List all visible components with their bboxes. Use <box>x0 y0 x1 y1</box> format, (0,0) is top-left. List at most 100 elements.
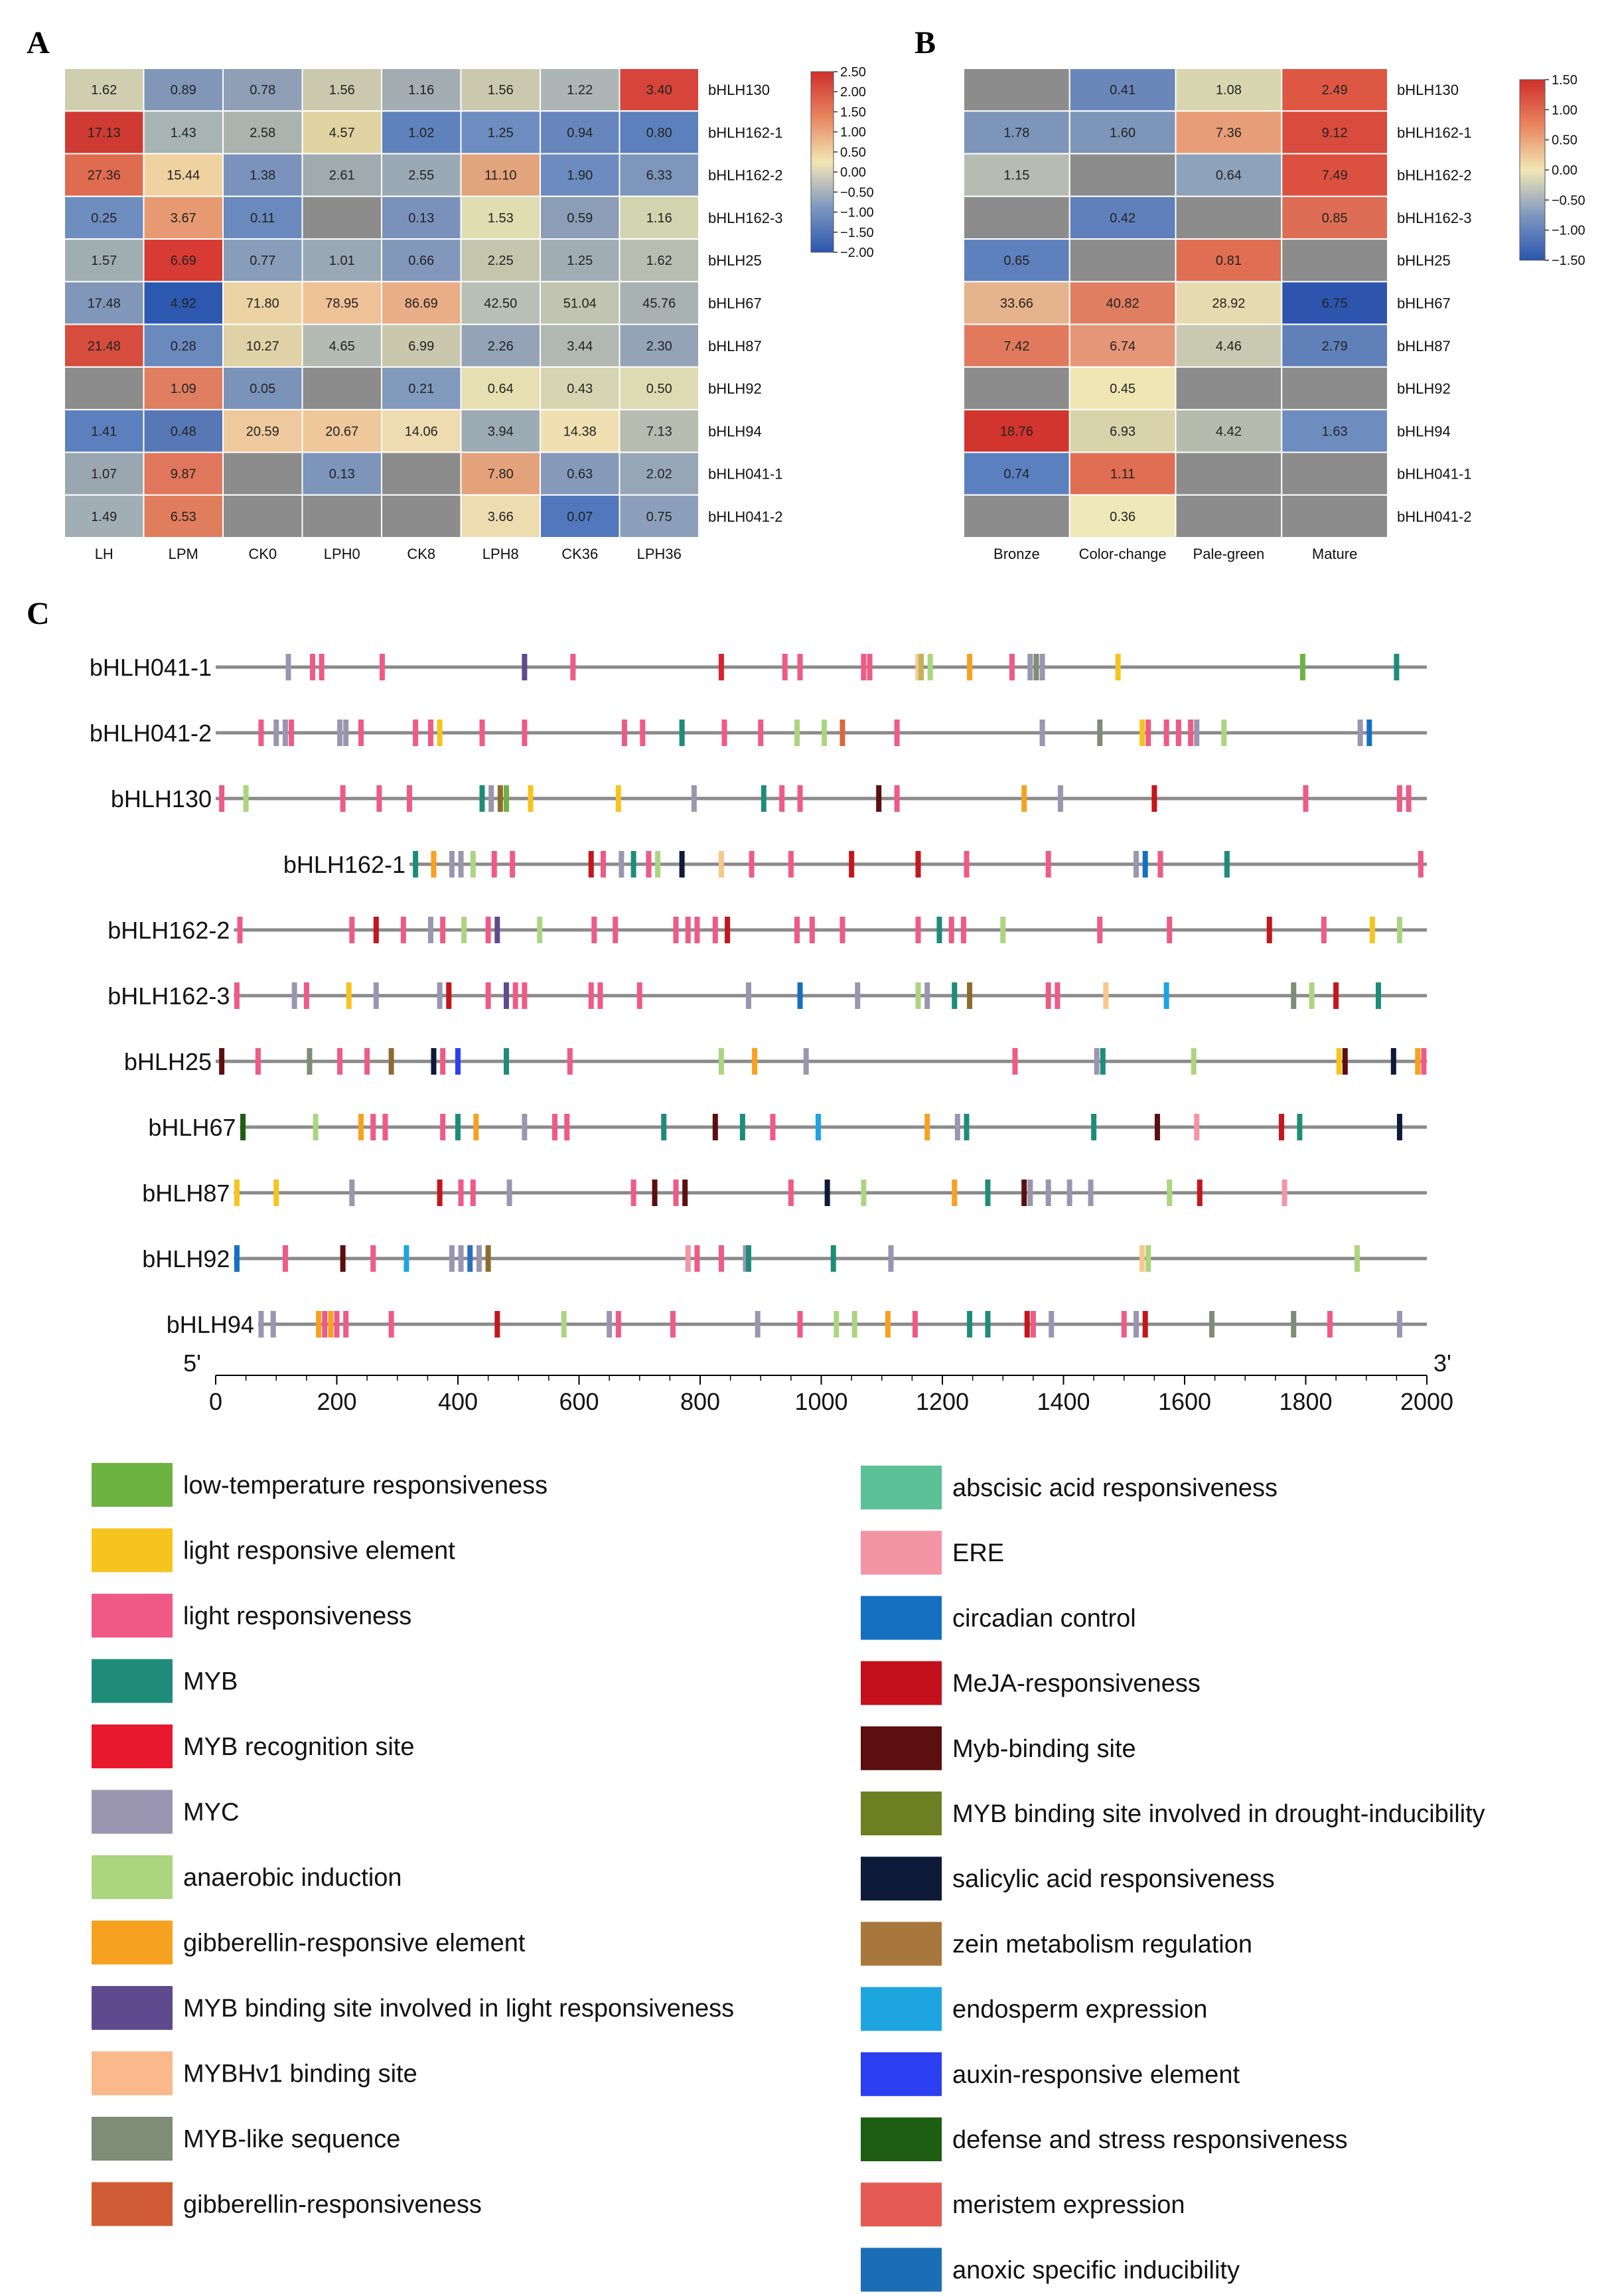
cell-value: 6.53 <box>171 510 196 524</box>
motif-mark <box>746 1245 751 1272</box>
motif-mark <box>1167 917 1173 943</box>
motif-mark <box>964 851 970 878</box>
motif-mark <box>470 1180 476 1206</box>
legend-label-myb-binding-site-involved-in-drought-inducibility: MYB binding site involved in drought-ind… <box>952 1800 1485 1828</box>
cell-value: 0.13 <box>408 211 434 226</box>
cell-value: 2.61 <box>329 169 355 183</box>
legend-swatch-meristem-expression <box>861 2182 942 2227</box>
x-tick-label: 1400 <box>1037 1388 1090 1415</box>
motif-mark <box>1396 1114 1402 1140</box>
cell-value: 7.13 <box>646 424 672 439</box>
cell-value: 1.78 <box>1003 125 1029 140</box>
motif-mark <box>1366 720 1372 746</box>
cell-bhlh162-1-lph8 <box>460 110 541 155</box>
cell-value: 0.89 <box>171 83 196 98</box>
motif-mark <box>673 1180 679 1206</box>
motif-mark <box>289 720 295 746</box>
cell-value: 1.16 <box>646 211 672 226</box>
motif-mark <box>1139 1245 1145 1272</box>
row-label-bhlh041-2: bHLH041-2 <box>708 508 783 525</box>
cell-value: 2.25 <box>488 254 514 268</box>
motif-mark <box>640 720 646 746</box>
motif-mark <box>809 917 815 943</box>
cell-bhlh041-1-lh <box>64 451 145 496</box>
cell-bhlh041-1-lph0 <box>301 451 382 496</box>
x-tick-label: 1200 <box>916 1388 969 1415</box>
motif-mark <box>1154 1114 1160 1140</box>
motif-mark <box>1151 785 1157 812</box>
motif-mark <box>234 1180 240 1206</box>
legend-label-myb-binding-site-involved-in-light-responsiveness: MYB binding site involved in light respo… <box>183 1995 734 2023</box>
colorbar-tick-label: 1.00 <box>1552 103 1577 117</box>
cell-value: 1.62 <box>646 254 672 268</box>
cell-value: 86.69 <box>405 297 438 311</box>
legend-swatch-zein-metabolism-regulation <box>861 1922 942 1966</box>
motif-mark <box>685 1245 691 1272</box>
motif-mark <box>1279 1114 1284 1140</box>
legend-swatch-light-responsiveness <box>92 1594 173 1638</box>
colorbar-tick-label: 1.50 <box>840 105 866 119</box>
motif-mark <box>437 720 443 746</box>
cell-bhlh67-lph36 <box>619 281 699 325</box>
cell-bhlh041-1-ck36 <box>540 451 621 496</box>
cell-bhlh92-lph8 <box>460 366 541 411</box>
cell-bhlh162-3-lph36 <box>619 195 699 240</box>
motif-mark <box>316 1311 322 1338</box>
motif-mark <box>1039 720 1045 746</box>
motif-mark <box>427 917 433 943</box>
motif-mark <box>413 720 419 746</box>
cell-bhlh25-pale-green <box>1175 238 1283 283</box>
cell-value: 0.63 <box>567 467 593 482</box>
cell-value: 1.16 <box>408 83 434 98</box>
row-label-bhlh130: bHLH130 <box>1397 82 1459 98</box>
motif-mark <box>291 982 297 1009</box>
cell-value: 51.04 <box>563 297 597 311</box>
cell-bhlh92-lpm <box>143 366 224 411</box>
motif-mark <box>322 1311 328 1338</box>
cell-value: 4.65 <box>329 339 355 354</box>
motif-mark <box>712 1114 718 1140</box>
cell-value: 2.49 <box>1322 83 1348 98</box>
cell-value: 40.82 <box>1106 297 1139 311</box>
motif-mark <box>1163 720 1169 746</box>
column-label-lph0: LPH0 <box>324 546 360 562</box>
cell-bhlh041-2-bronze <box>963 494 1070 539</box>
legend-label-circadian-control: circadian control <box>952 1604 1136 1632</box>
x-tick-label: 2000 <box>1400 1388 1453 1415</box>
cell-bhlh25-ck8 <box>381 238 462 283</box>
legend-label-meja-responsiveness: MeJA-responsiveness <box>952 1670 1201 1698</box>
cell-bhlh87-lph0 <box>301 323 382 368</box>
motif-mark <box>1336 1048 1342 1075</box>
motif-mark <box>1094 1048 1100 1075</box>
cell-bhlh041-1-ck8 <box>381 451 462 496</box>
cell-bhlh162-2-ck8 <box>381 153 462 197</box>
motif-mark <box>491 851 497 878</box>
motif-mark <box>1209 1311 1215 1338</box>
cell-bhlh162-2-lpm <box>143 153 224 197</box>
colorbar-tick-label: −1.50 <box>1552 254 1585 268</box>
cell-bhlh162-2-lph8 <box>460 153 541 197</box>
cell-value: 21.48 <box>88 339 121 354</box>
motif-mark <box>636 982 642 1009</box>
motif-mark <box>615 1311 621 1338</box>
cell-value: 6.74 <box>1110 339 1136 354</box>
motif-map-c: bHLH041-1 bHLH041-2 bHLH130 bHLH162-1 bHLH16… <box>90 654 1453 1415</box>
cell-bhlh162-3-ck8 <box>381 195 462 240</box>
cell-value: 18.76 <box>1000 424 1033 439</box>
cell-value: 1.56 <box>329 83 355 98</box>
motif-mark <box>755 1311 761 1338</box>
motif-mark <box>788 1180 794 1206</box>
cell-bhlh041-2-mature <box>1281 494 1388 539</box>
legend-label-ere: ERE <box>952 1539 1004 1567</box>
cell-bhlh25-lph8 <box>460 238 541 283</box>
motif-mark <box>440 1114 446 1140</box>
motif-mark <box>1091 1114 1097 1140</box>
legend-label-anoxic-specific-inducibility: anoxic specific inducibility <box>952 2256 1240 2284</box>
cell-bhlh041-1-ck0 <box>222 451 303 496</box>
motif-mark <box>1039 654 1045 680</box>
motif-mark <box>258 1311 264 1338</box>
motif-mark <box>485 917 491 943</box>
motif-mark <box>915 917 921 943</box>
motif-mark <box>834 1311 840 1338</box>
cell-bhlh130-lpm <box>143 68 224 112</box>
